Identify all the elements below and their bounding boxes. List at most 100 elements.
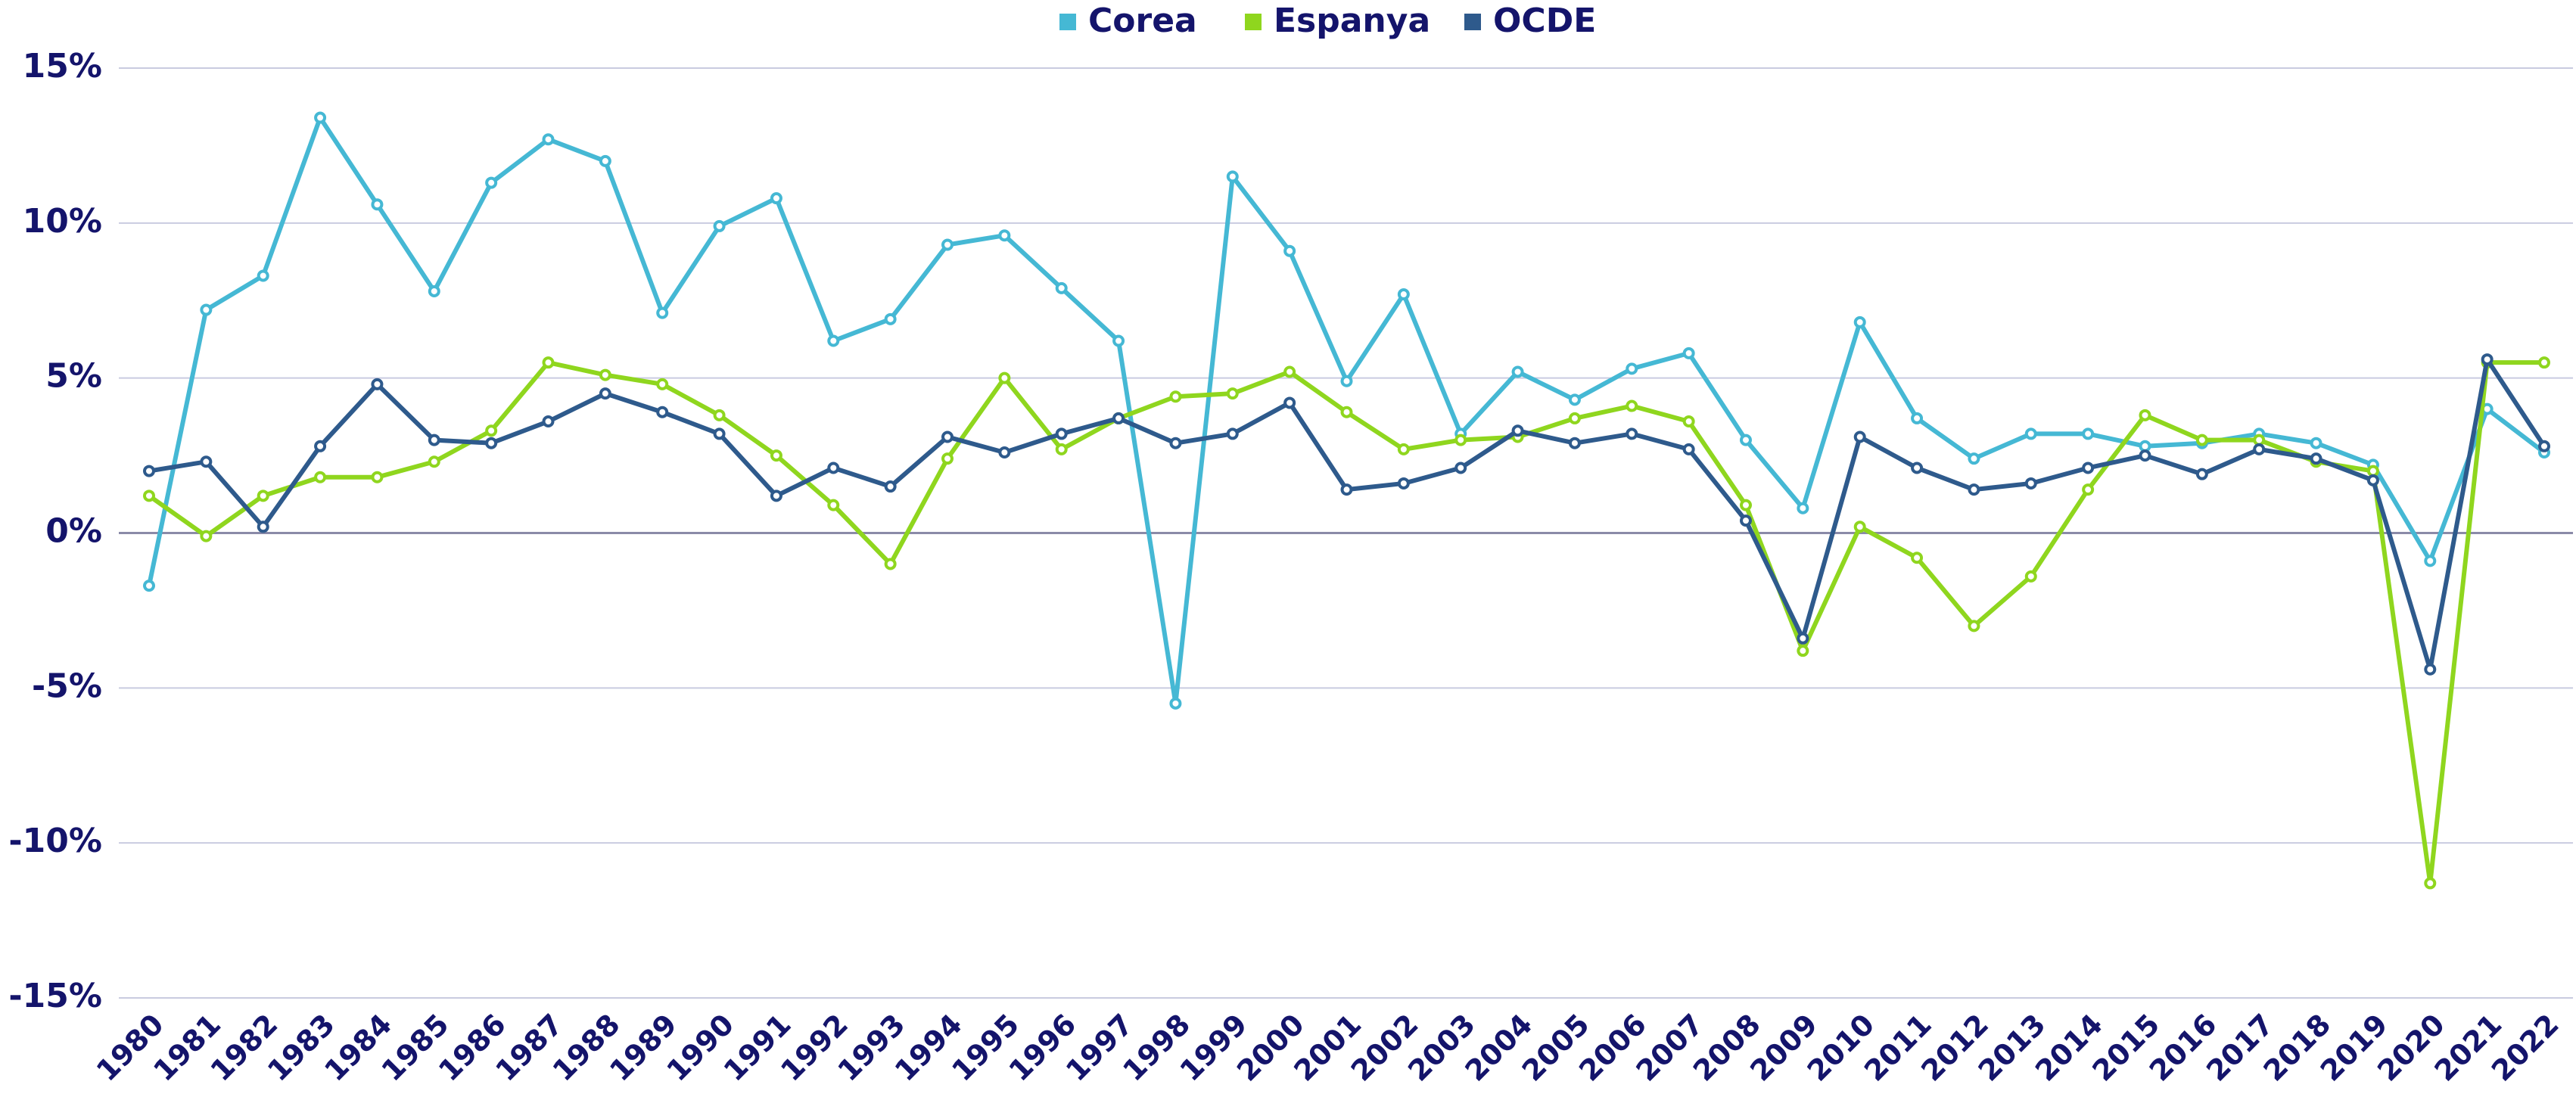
data-point — [1226, 170, 1239, 183]
data-point — [1397, 443, 1410, 455]
data-point — [428, 455, 440, 468]
data-point — [941, 430, 954, 443]
data-point — [200, 455, 213, 468]
data-point — [1283, 244, 1296, 257]
data-point — [1112, 334, 1125, 347]
data-point — [1283, 365, 1296, 378]
data-point — [2424, 555, 2437, 567]
y-tick-label: -10% — [8, 822, 102, 860]
y-tick-label: -15% — [8, 977, 102, 1015]
data-point — [314, 111, 327, 124]
data-point — [314, 471, 327, 483]
data-point — [1397, 477, 1410, 490]
data-point — [1682, 347, 1695, 359]
data-point — [428, 284, 440, 297]
data-point — [827, 462, 840, 474]
data-point — [257, 269, 269, 282]
data-point — [998, 446, 1011, 458]
data-point — [257, 490, 269, 502]
data-point — [1626, 427, 1638, 440]
data-point — [1568, 393, 1581, 406]
data-point — [1454, 434, 1467, 446]
legend-label: Corea — [1088, 2, 1197, 40]
data-point — [1682, 443, 1695, 455]
data-point — [257, 521, 269, 533]
data-point — [1740, 514, 1752, 527]
data-point — [770, 449, 782, 462]
data-point — [2481, 353, 2494, 366]
legend-swatch — [1059, 14, 1076, 30]
y-tick-label: 5% — [45, 357, 102, 396]
data-point — [599, 154, 611, 167]
data-point — [2253, 443, 2266, 455]
data-point — [1511, 365, 1524, 378]
data-point — [1968, 620, 1980, 632]
data-point — [485, 176, 498, 189]
data-point — [2139, 440, 2151, 452]
data-point — [1340, 483, 1353, 496]
legend-label: Espanya — [1274, 2, 1430, 40]
data-point — [941, 452, 954, 465]
data-point — [542, 415, 555, 428]
data-point — [428, 434, 440, 446]
data-point — [1397, 288, 1410, 301]
data-point — [542, 356, 555, 369]
series-line — [148, 357, 2546, 672]
data-point — [2082, 483, 2095, 496]
data-point — [2538, 440, 2550, 452]
data-point — [1169, 390, 1182, 403]
data-point — [371, 471, 384, 483]
data-point — [1911, 462, 1924, 474]
data-point — [884, 312, 897, 325]
data-point — [542, 133, 555, 146]
data-point — [2195, 434, 2208, 446]
data-point — [2310, 437, 2322, 449]
data-point — [1911, 552, 1924, 564]
data-point — [1283, 396, 1296, 409]
legend-swatch — [1464, 14, 1481, 30]
data-point — [1055, 281, 1068, 294]
data-point — [998, 229, 1011, 242]
data-point — [1682, 415, 1695, 428]
x-tick-label: 2022 — [2485, 1008, 2565, 1088]
data-point — [656, 406, 669, 418]
data-point — [599, 387, 611, 400]
data-point — [713, 219, 726, 232]
data-point — [1740, 499, 1752, 511]
data-point — [1055, 443, 1068, 455]
data-point — [2366, 465, 2379, 477]
data-point — [2024, 570, 2037, 583]
data-point — [998, 371, 1011, 384]
data-point — [1626, 399, 1638, 412]
data-point — [1055, 427, 1068, 440]
data-point — [2424, 877, 2437, 890]
data-point — [485, 424, 498, 437]
data-point — [884, 480, 897, 493]
data-point — [200, 530, 213, 542]
data-point — [200, 303, 213, 316]
data-point — [770, 490, 782, 502]
data-point — [713, 409, 726, 421]
data-point — [1740, 434, 1752, 446]
data-point — [1511, 424, 1524, 437]
data-point — [1568, 412, 1581, 424]
data-point — [1626, 362, 1638, 375]
data-point — [1340, 375, 1353, 387]
data-point — [1968, 483, 1980, 496]
data-point — [371, 198, 384, 211]
data-point — [2082, 427, 2095, 440]
data-point — [485, 437, 498, 449]
data-point — [1226, 387, 1239, 400]
data-point — [2195, 468, 2208, 480]
data-point — [1169, 437, 1182, 449]
legend-label: OCDE — [1493, 2, 1596, 40]
data-point — [1853, 315, 1866, 328]
data-point — [143, 490, 155, 502]
data-point — [143, 465, 155, 477]
data-point — [1797, 502, 1809, 514]
data-point — [1911, 412, 1924, 424]
data-point — [2024, 427, 2037, 440]
data-point — [713, 427, 726, 440]
data-point — [1112, 412, 1125, 424]
